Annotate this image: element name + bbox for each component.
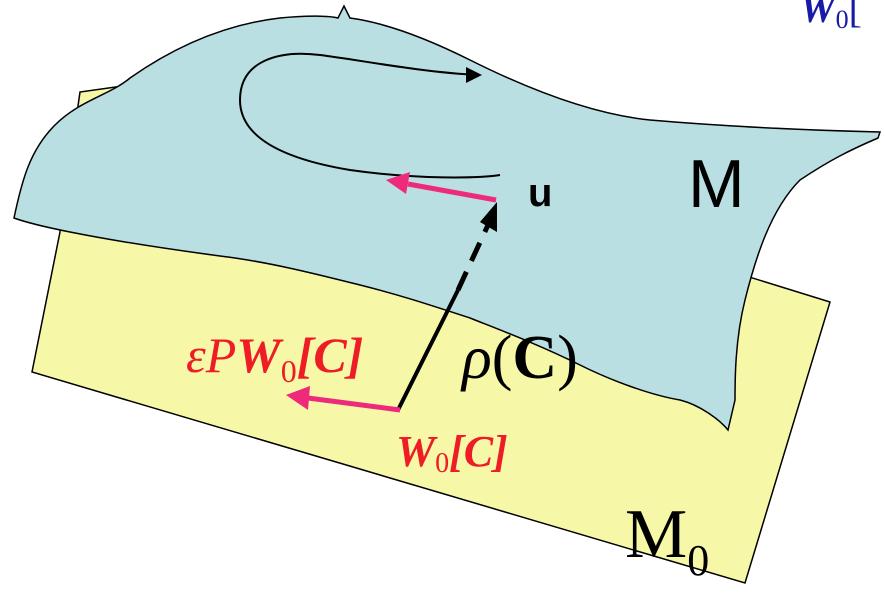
label-m0-sub: 0: [687, 536, 709, 585]
label-manifold-m: M: [688, 146, 745, 222]
tangent-vector-lower: [307, 395, 401, 413]
label-w0c-sub: 0: [435, 448, 449, 479]
rho-arrowhead-icon: [480, 202, 497, 232]
label-rho-close-paren: ): [557, 324, 578, 392]
label-top-rest: [: [849, 0, 862, 31]
label-top-right-clipped: W0[: [800, 0, 862, 34]
label-w0c: W0[C]: [396, 427, 508, 479]
manifold-m-surface: [13, 4, 882, 432]
label-rho-c-letter: C: [512, 324, 557, 392]
label-eps-sub: 0: [281, 353, 297, 389]
rho-dashed-segment: [455, 223, 491, 292]
label-eps-w: W: [236, 327, 284, 383]
label-w0c-bracket: [C]: [449, 427, 508, 476]
label-eps-p: εP: [186, 327, 236, 383]
tangent-vector-upper: [407, 181, 497, 203]
rho-solid-segment: [396, 289, 460, 411]
tangent-arrowhead-upper-icon: [386, 172, 410, 194]
loop-arrowhead-icon: [466, 67, 482, 83]
label-w0c-w: W: [396, 427, 438, 476]
label-eps-pw0c: εPW0[C]: [186, 327, 363, 389]
label-rho-symbol: ρ: [460, 324, 492, 392]
label-top-w: W: [800, 0, 838, 31]
label-rho-c: ρ(C): [460, 324, 578, 392]
loop-curve-icon: [238, 52, 501, 179]
label-point-u: u: [528, 171, 552, 215]
label-manifold-m0: M0: [625, 496, 709, 585]
label-m0-main: M: [625, 496, 687, 573]
label-eps-bracket: [C]: [297, 327, 364, 383]
label-rho-open-paren: (: [492, 324, 513, 392]
label-top-sub: 0: [836, 5, 849, 34]
tangent-arrowhead-lower-icon: [286, 386, 310, 410]
